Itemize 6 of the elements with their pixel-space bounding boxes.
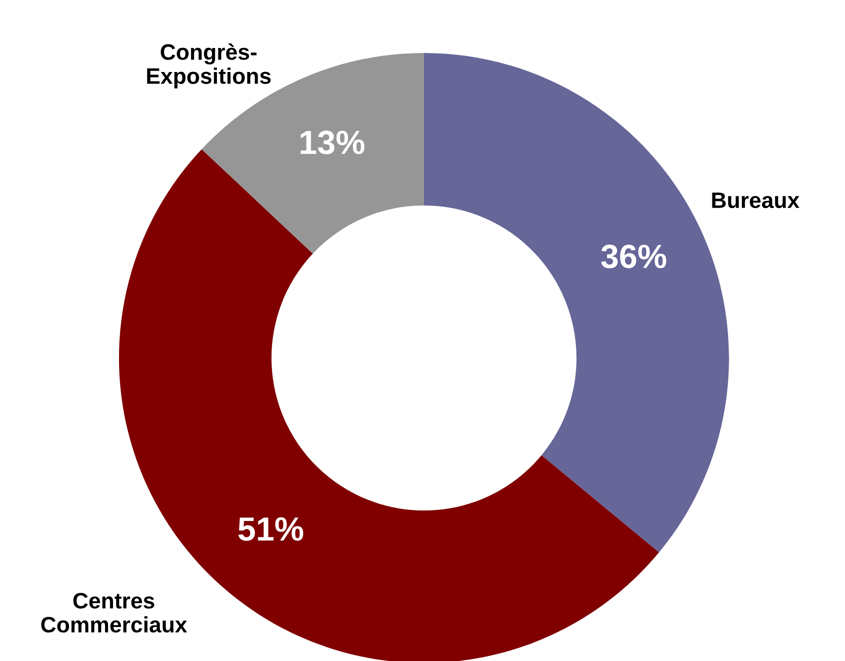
data-label: 51% — [238, 517, 304, 541]
slice-label: Bureaux — [712, 192, 800, 208]
data-label: 13% — [300, 130, 364, 154]
data-label: 36% — [601, 244, 666, 268]
slice-label: Congrès- Expositions — [147, 43, 271, 88]
slice-label: Centres Commerciaux — [41, 592, 188, 633]
